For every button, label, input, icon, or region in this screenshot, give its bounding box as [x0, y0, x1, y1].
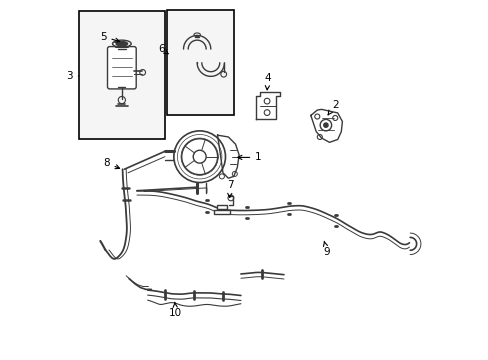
Text: 8: 8: [103, 158, 120, 169]
Text: 6: 6: [158, 44, 168, 54]
Text: 4: 4: [264, 73, 270, 90]
FancyBboxPatch shape: [107, 46, 136, 89]
Bar: [79, 12, 164, 139]
Text: 1: 1: [237, 152, 262, 162]
Text: 2: 2: [327, 100, 338, 115]
Text: 3: 3: [66, 71, 79, 81]
Ellipse shape: [116, 41, 127, 46]
Text: 9: 9: [323, 241, 329, 257]
Bar: [214, 210, 230, 215]
Text: 10: 10: [169, 302, 182, 318]
Text: 7: 7: [226, 180, 233, 198]
Bar: [167, 10, 233, 116]
Bar: [217, 205, 227, 210]
Text: 5: 5: [100, 32, 119, 42]
Circle shape: [323, 123, 327, 127]
